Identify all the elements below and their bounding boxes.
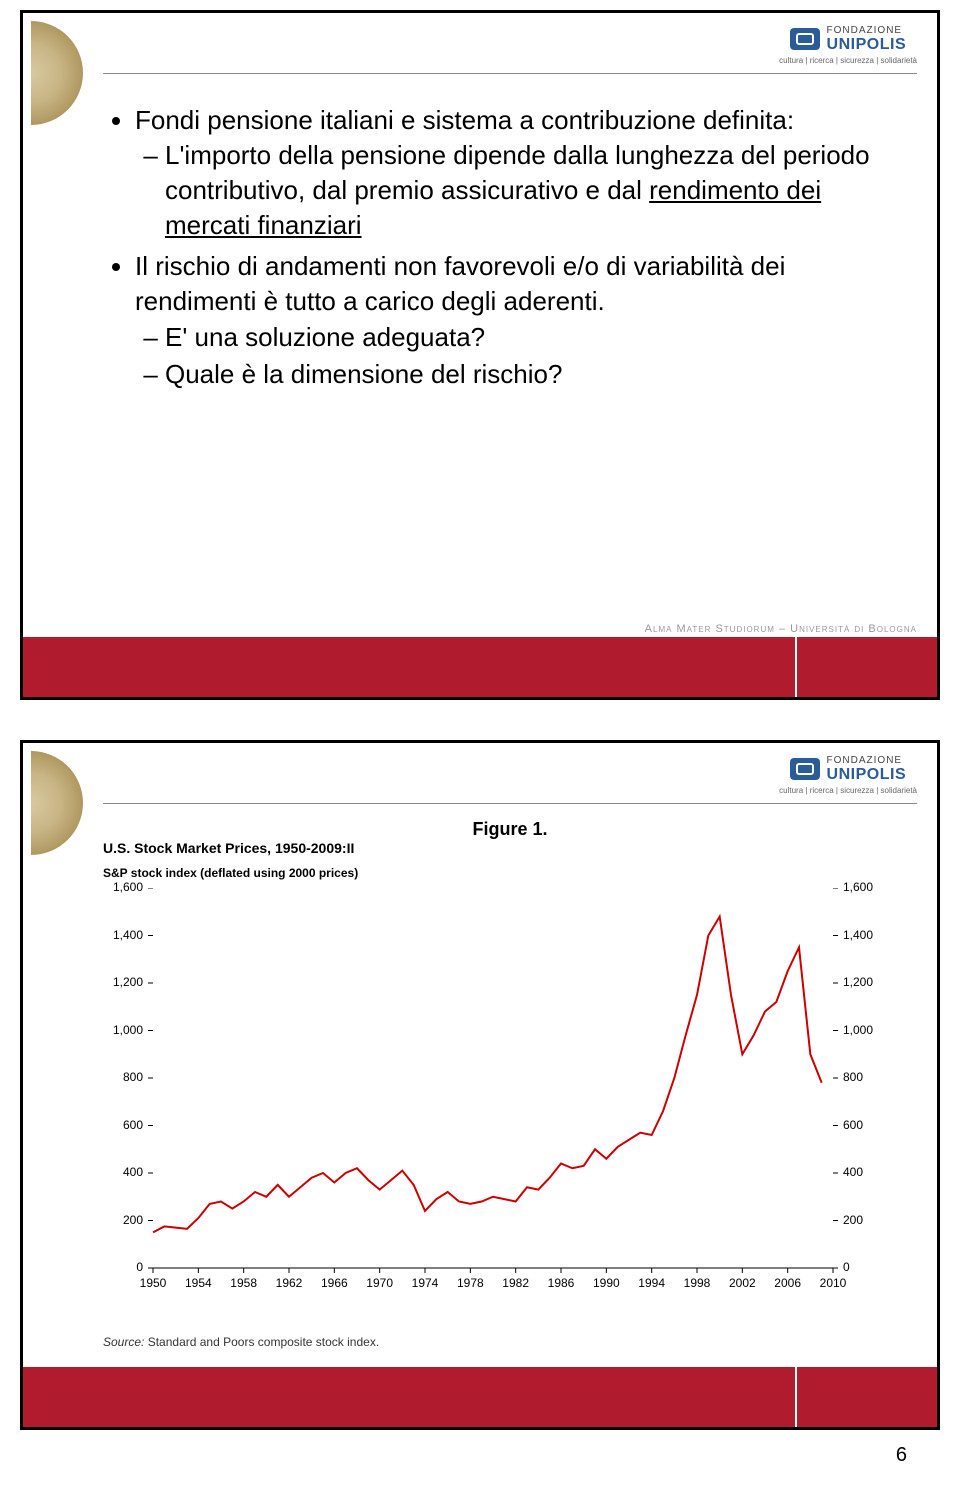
chart-title-1: U.S. Stock Market Prices, 1950-2009:II — [103, 840, 917, 856]
logo-unipolis-text: UNIPOLIS — [827, 36, 907, 54]
page-number: 6 — [896, 1444, 907, 1467]
bullet-main-1: Fondi pensione italiani e sistema a cont… — [135, 103, 897, 243]
slide-1: FONDAZIONE UNIPOLIS cultura | ricerca | … — [20, 10, 940, 700]
sp-index-line — [153, 917, 822, 1233]
line-chart-svg — [103, 888, 883, 1308]
bullet-sub-1a: L'importo della pensione dipende dalla l… — [165, 138, 897, 243]
footer-bar — [23, 1367, 937, 1427]
university-seal — [31, 21, 83, 321]
logo-tagline: cultura | ricerca | sicurezza | solidari… — [779, 56, 917, 65]
bullet-main-2: Il rischio di andamenti non favorevoli e… — [135, 249, 897, 391]
logo-unipolis: FONDAZIONE UNIPOLIS cultura | ricerca | … — [779, 755, 917, 795]
footer-bar — [23, 637, 937, 697]
logo-unipolis-text: UNIPOLIS — [827, 766, 907, 784]
logo-tagline: cultura | ricerca | sicurezza | solidari… — [779, 786, 917, 795]
slide-2: FONDAZIONE UNIPOLIS cultura | ricerca | … — [20, 740, 940, 1430]
footer-divider — [795, 1367, 797, 1427]
header-rule — [103, 73, 917, 74]
logo-unipolis: FONDAZIONE UNIPOLIS cultura | ricerca | … — [779, 25, 917, 65]
source-text: Standard and Poors composite stock index… — [148, 1335, 379, 1349]
university-seal — [31, 751, 83, 1051]
chart-source: Source: Standard and Poors composite sto… — [103, 1335, 379, 1349]
logo-fondazione-text: FONDAZIONE — [827, 755, 907, 766]
bullet-sub-2a: E' una soluzione adeguata? — [165, 320, 897, 355]
bullet-sub-2b: Quale è la dimensione del rischio? — [165, 357, 897, 392]
header-rule — [103, 803, 917, 804]
figure-label: Figure 1. — [103, 819, 917, 840]
logo-fondazione-text: FONDAZIONE — [827, 25, 907, 36]
chart-title-2: S&P stock index (deflated using 2000 pri… — [103, 866, 917, 880]
source-label: Source: — [103, 1335, 144, 1349]
footer-university-text: Alma Mater Studiorum – Università di Bol… — [645, 623, 917, 635]
chart-area: Figure 1. U.S. Stock Market Prices, 1950… — [103, 813, 917, 1357]
unipolis-icon — [790, 28, 820, 50]
slide1-content: Fondi pensione italiani e sistema a cont… — [113, 103, 897, 398]
footer-divider — [795, 637, 797, 697]
chart-box: 002002004004006006008008001,0001,0001,20… — [103, 888, 883, 1308]
unipolis-icon — [790, 758, 820, 780]
